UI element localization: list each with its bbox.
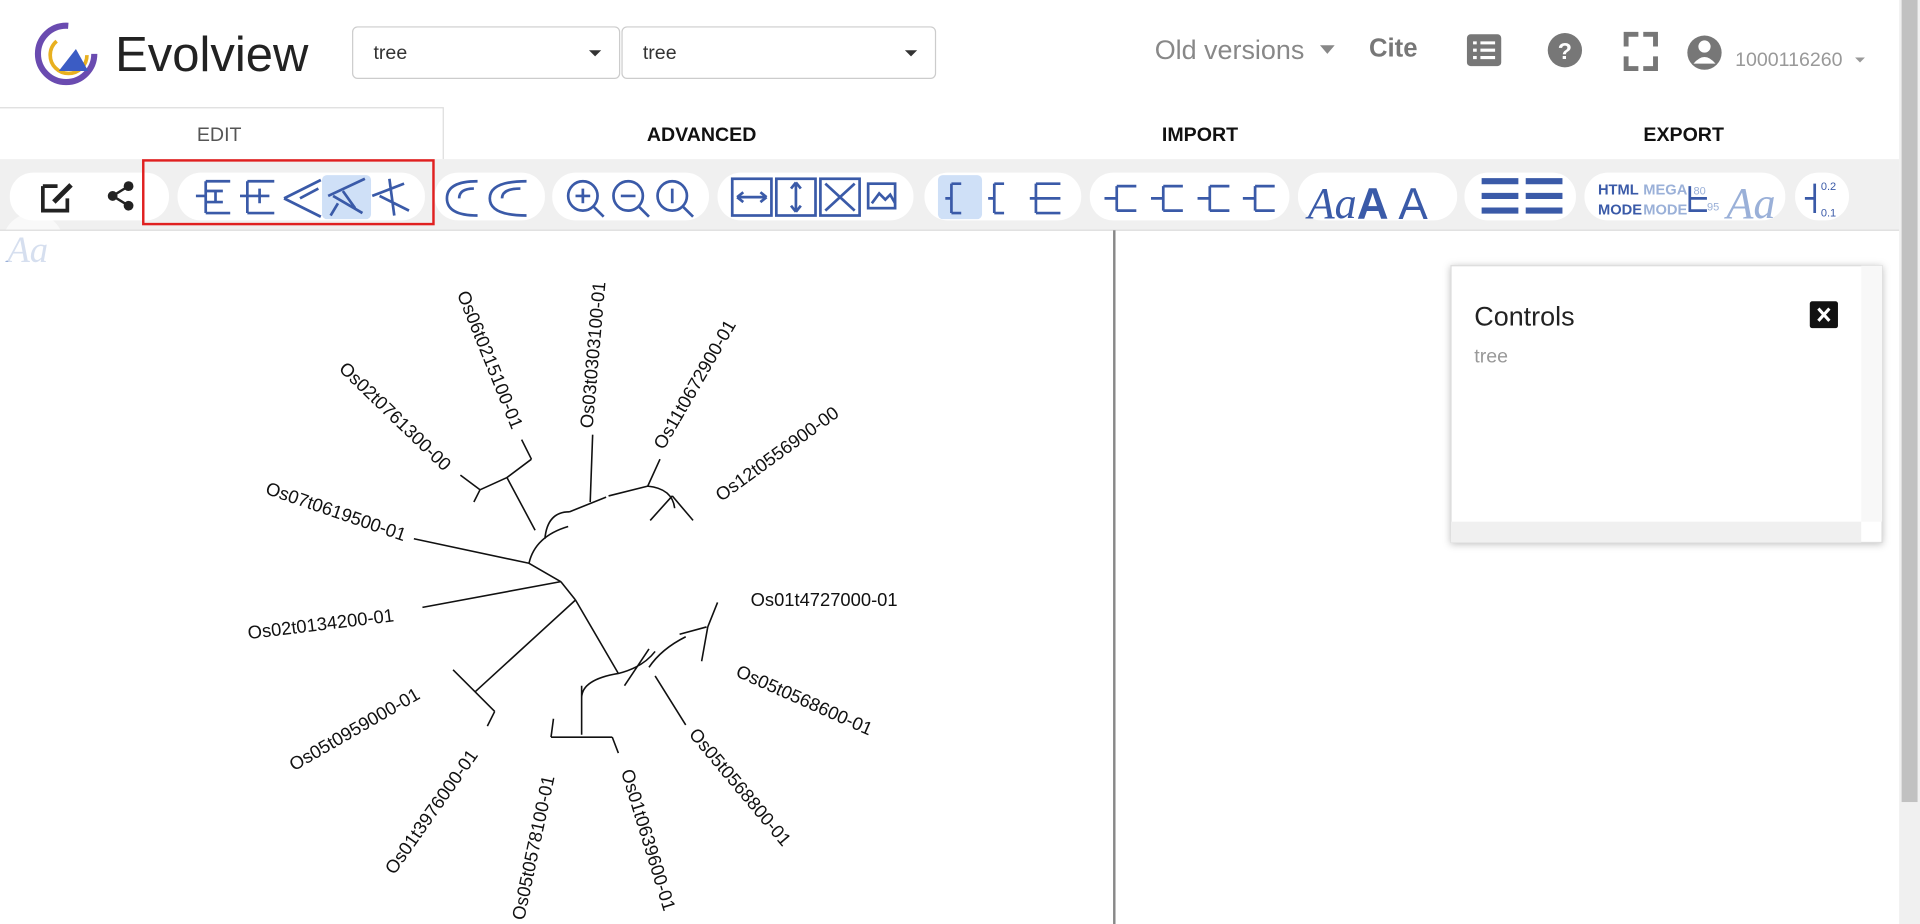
select-box[interactable] xyxy=(352,26,621,79)
font-icon[interactable]: Aa xyxy=(1724,179,1776,228)
leaf-label[interactable]: Os05t0568800-01 xyxy=(685,724,796,850)
font-button-bg xyxy=(2,213,64,275)
select-value: tree xyxy=(373,42,407,64)
help-icon[interactable]: ? xyxy=(1547,33,1583,68)
toolbar-label[interactable]: MODE xyxy=(1598,202,1642,218)
tab[interactable]: EDIT xyxy=(197,124,242,146)
controls-title: Controls xyxy=(1474,302,1574,332)
logo[interactable] xyxy=(34,22,98,86)
user-id[interactable]: 1000116260 xyxy=(1735,49,1843,71)
highlight-box xyxy=(142,159,435,226)
active-tab xyxy=(0,107,444,160)
app-name[interactable]: Evolview xyxy=(115,28,309,82)
leaf-label[interactable]: Os02t0761300-00 xyxy=(335,358,455,475)
tree-branches xyxy=(413,434,719,754)
leaf-label[interactable]: Os03t0303100-01 xyxy=(576,281,610,429)
user-icon[interactable] xyxy=(1687,35,1722,70)
leaf-label[interactable]: Os02t0134200-01 xyxy=(246,604,394,643)
caret xyxy=(1855,57,1865,63)
leaf-label[interactable]: Os05t0568600-01 xyxy=(733,660,876,739)
tab[interactable]: IMPORT xyxy=(1162,124,1238,146)
old-versions[interactable]: Old versions xyxy=(1155,35,1305,65)
caret xyxy=(1320,45,1335,54)
select-box[interactable] xyxy=(621,26,937,79)
font-up[interactable]: A xyxy=(1357,180,1389,229)
list-icon[interactable] xyxy=(1466,34,1502,67)
scroll-thumb[interactable] xyxy=(1901,0,1918,803)
leaf-label[interactable]: Os01t0639600-01 xyxy=(617,766,680,913)
toolbar-label: 0.2 xyxy=(1821,181,1836,193)
leaf-label[interactable]: Os06t0215100-01 xyxy=(453,288,528,432)
toolbar-label[interactable]: HTML xyxy=(1598,183,1639,199)
leaf-label[interactable]: Os01t4727000-01 xyxy=(751,589,898,610)
controls-item[interactable]: tree xyxy=(1474,345,1508,367)
edit-icon[interactable] xyxy=(41,183,73,213)
toolbar-label: 80 xyxy=(1693,186,1705,198)
cite[interactable]: Cite xyxy=(1369,34,1418,62)
leaf-label[interactable]: Os12t0556900-00 xyxy=(711,402,842,505)
font-down[interactable]: A xyxy=(1398,180,1428,229)
leaf-label[interactable]: Os05t0959000-01 xyxy=(285,683,423,775)
fullscreen-icon[interactable] xyxy=(1623,31,1658,72)
toolbar-label[interactable]: MEGA xyxy=(1643,183,1687,199)
tab[interactable]: ADVANCED xyxy=(647,124,757,146)
toolbar-icons[interactable] xyxy=(195,175,1817,220)
caret xyxy=(588,50,602,57)
toolbar-label[interactable]: MODE xyxy=(1643,202,1687,218)
leaf-label[interactable]: Os07t0619500-01 xyxy=(263,477,409,545)
share-icon[interactable] xyxy=(107,181,134,211)
tab[interactable]: EXPORT xyxy=(1643,124,1724,146)
font-icon[interactable]: Aa xyxy=(1305,179,1357,228)
toolbar-label: 95 xyxy=(1707,202,1719,214)
caret xyxy=(904,50,918,57)
toolbar-label: 0.1 xyxy=(1821,208,1836,220)
close-x xyxy=(1817,307,1831,322)
select-value: tree xyxy=(643,42,677,64)
leaf-label[interactable]: Os01t3976000-01 xyxy=(380,745,482,877)
v-scrollbar[interactable] xyxy=(1861,265,1883,522)
leaf-label[interactable]: Os05t0578100-01 xyxy=(507,773,558,921)
svg-text:?: ? xyxy=(1558,38,1572,64)
h-scrollbar[interactable] xyxy=(1451,521,1862,543)
leaf-label[interactable]: Os11t0672900-01 xyxy=(649,316,740,453)
